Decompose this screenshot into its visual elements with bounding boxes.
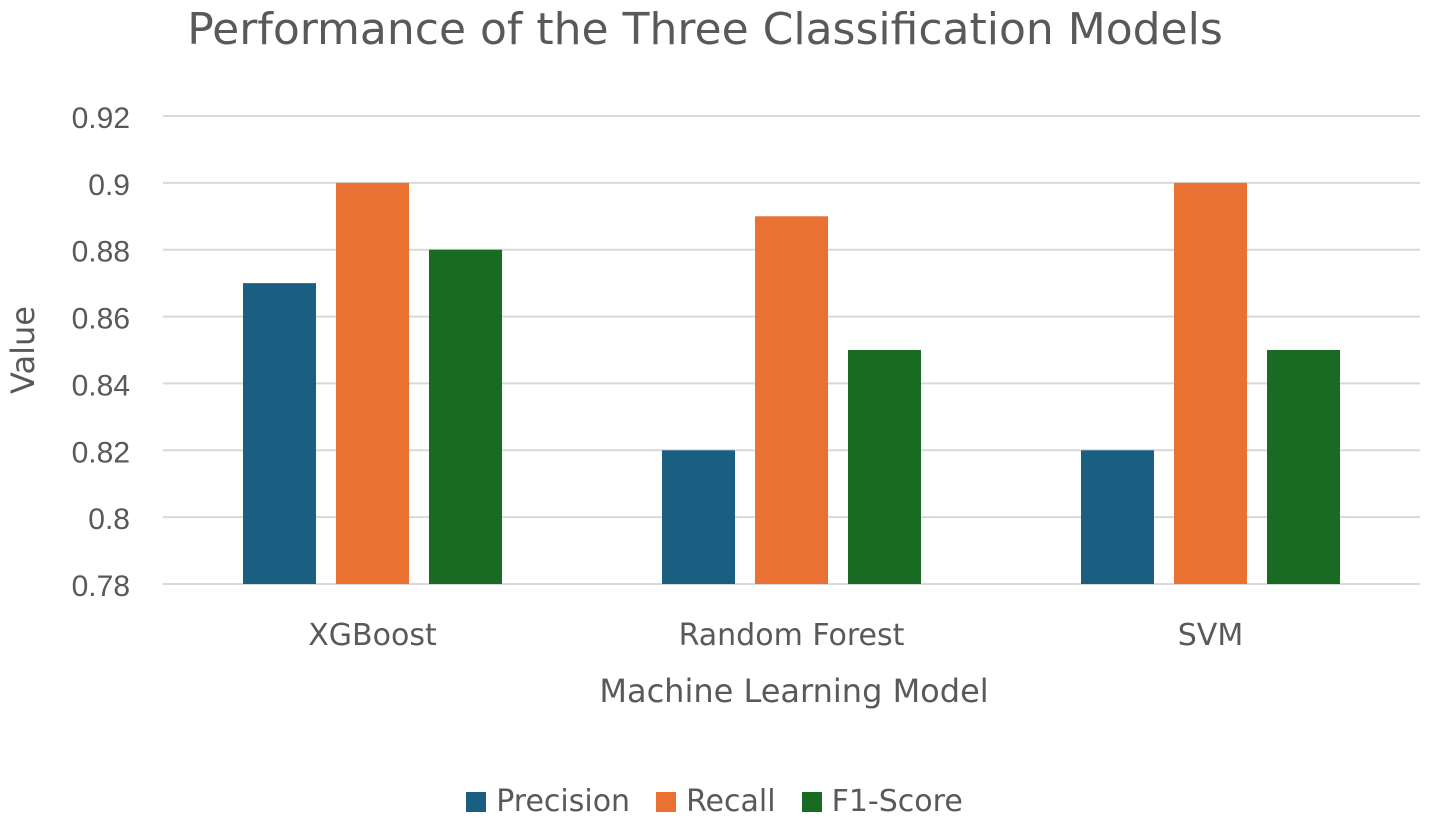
y-tick-label: 0.88 [72, 236, 130, 269]
bar-recall [755, 216, 828, 585]
y-tick-label: 0.84 [72, 369, 130, 402]
legend: Precision Recall F1-Score [0, 784, 1429, 819]
bar-f1-score [429, 249, 502, 584]
bar-f1-score [848, 350, 921, 584]
x-tick-label: SVM [1178, 618, 1243, 653]
legend-label-precision: Precision [496, 784, 631, 819]
bar-precision [243, 283, 316, 584]
legend-item-precision: Precision [466, 784, 630, 819]
chart-title: Performance of the Three Classification … [187, 4, 1223, 55]
legend-swatch-f1-score [801, 791, 822, 812]
legend-swatch-precision [466, 791, 487, 812]
y-tick-label: 0.8 [88, 503, 130, 536]
x-tick-label: XGBoost [308, 618, 437, 653]
bar-f1-score [1267, 350, 1340, 584]
y-tick-label: 0.86 [72, 303, 130, 336]
x-tick-label: Random Forest [679, 618, 905, 653]
y-tick-label: 0.9 [88, 169, 130, 202]
bar-precision [662, 450, 735, 584]
bar-precision [1081, 450, 1154, 584]
legend-label-f1-score: F1-Score [831, 784, 963, 819]
x-axis-label: Machine Learning Model [599, 672, 989, 710]
bar-recall [1174, 182, 1247, 584]
y-tick-label: 0.92 [72, 102, 130, 135]
bar-recall [336, 182, 409, 584]
legend-label-recall: Recall [686, 784, 776, 819]
y-tick-label: 0.82 [72, 436, 130, 469]
legend-item-f1-score: F1-Score [801, 784, 963, 819]
legend-item-recall: Recall [656, 784, 776, 819]
legend-swatch-recall [656, 791, 677, 812]
y-tick-label: 0.78 [72, 570, 130, 603]
